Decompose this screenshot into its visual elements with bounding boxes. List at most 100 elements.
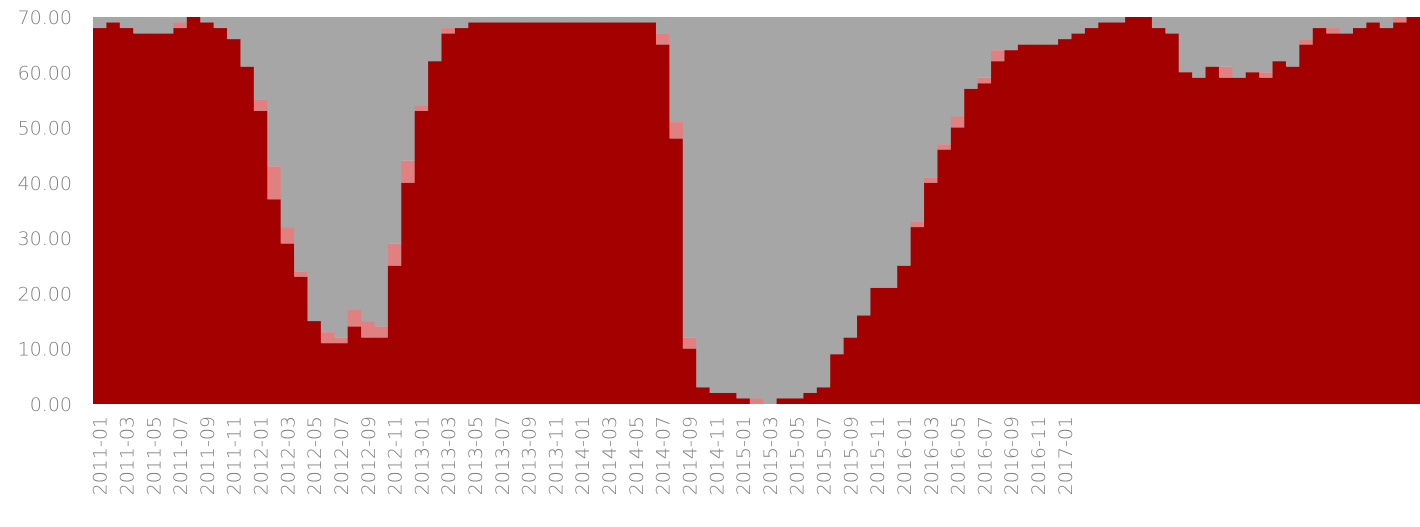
area-upper-segment: [950, 17, 965, 117]
x-tick-label: 2012-01: [251, 416, 273, 495]
area-lower-segment: [240, 66, 255, 404]
x-tick-label: 2013-11: [545, 416, 567, 495]
x-tick-label: 2014-07: [653, 416, 675, 495]
x-tick-label: 2014-09: [679, 416, 701, 495]
area-upper-segment: [1232, 17, 1247, 78]
area-lower-segment: [160, 33, 175, 404]
area-lower-segment: [521, 22, 536, 405]
y-tick-label: 70.00: [18, 7, 72, 29]
area-upper-segment: [857, 17, 872, 316]
area-lower-segment: [1044, 44, 1059, 405]
area-middle-segment: [361, 321, 376, 338]
area-lower-segment: [1058, 39, 1073, 404]
area-upper-segment: [468, 17, 483, 23]
x-tick-label: 2015-09: [840, 416, 862, 495]
area-lower-segment: [642, 22, 657, 405]
area-upper-segment: [387, 17, 402, 244]
y-tick-label: 40.00: [18, 173, 72, 195]
x-tick-label: 2013-01: [411, 416, 433, 495]
x-tick-label: 2012-07: [331, 416, 353, 495]
area-lower-segment: [722, 392, 737, 404]
y-tick-label: 50.00: [18, 118, 72, 140]
area-upper-segment: [682, 17, 697, 338]
x-tick-label: 2015-11: [867, 416, 889, 495]
x-tick-label: 2013-03: [438, 416, 460, 495]
area-upper-segment: [93, 17, 108, 29]
area-lower-segment: [1071, 33, 1086, 404]
area-lower-segment: [977, 83, 992, 404]
area-lower-segment: [562, 22, 577, 405]
area-middle-segment: [441, 28, 456, 34]
area-lower-segment: [468, 22, 483, 405]
y-tick-label: 0.00: [30, 394, 72, 416]
area-lower-segment: [709, 392, 724, 404]
area-middle-segment: [1259, 72, 1274, 78]
area-lower-segment: [1393, 22, 1408, 405]
area-lower-segment: [588, 22, 603, 405]
x-tick-label: 2014-11: [706, 416, 728, 495]
area-lower-segment: [387, 265, 402, 404]
area-middle-segment: [1218, 66, 1233, 78]
area-upper-segment: [937, 17, 952, 145]
area-lower-segment: [1084, 28, 1099, 405]
area-lower-segment: [1205, 66, 1220, 404]
area-upper-segment: [1017, 17, 1032, 45]
area-middle-segment: [173, 22, 188, 29]
area-lower-segment: [548, 22, 563, 405]
area-middle-segment: [414, 105, 429, 111]
area-lower-segment: [1245, 72, 1260, 405]
area-middle-segment: [1393, 17, 1408, 23]
area-upper-segment: [910, 17, 925, 222]
y-tick-label: 60.00: [18, 62, 72, 84]
x-tick-label: 2011-09: [197, 416, 219, 495]
area-lower-segment: [1165, 33, 1180, 404]
x-tick-label: 2015-07: [814, 416, 836, 495]
area-lower-segment: [803, 392, 818, 404]
y-tick-label: 20.00: [18, 283, 72, 305]
area-upper-segment: [629, 17, 644, 23]
area-lower-segment: [481, 22, 496, 405]
area-upper-segment: [669, 17, 684, 123]
area-upper-segment: [374, 17, 389, 327]
area-lower-segment: [294, 276, 309, 404]
area-upper-segment: [562, 17, 577, 23]
area-upper-segment: [602, 17, 617, 23]
area-upper-segment: [1299, 17, 1314, 40]
area-middle-segment: [655, 33, 670, 45]
area-upper-segment: [1084, 17, 1099, 29]
area-upper-segment: [709, 17, 724, 393]
area-upper-segment: [924, 17, 939, 178]
area-lower-segment: [361, 337, 376, 404]
area-lower-segment: [602, 22, 617, 405]
area-lower-segment: [1125, 17, 1140, 404]
x-tick-label: 2011-05: [143, 416, 165, 495]
area-upper-segment: [816, 17, 831, 388]
x-tick-label: 2016-05: [948, 416, 970, 495]
area-upper-segment: [1111, 17, 1126, 23]
area-upper-segment: [803, 17, 818, 393]
area-lower-segment: [347, 326, 362, 404]
area-upper-segment: [267, 17, 282, 167]
area-lower-segment: [910, 227, 925, 404]
x-tick-label: 2012-11: [385, 416, 407, 495]
area-lower-segment: [428, 61, 443, 404]
area-lower-segment: [1299, 44, 1314, 405]
area-lower-segment: [213, 28, 228, 405]
area-middle-segment: [267, 166, 282, 200]
area-lower-segment: [133, 33, 148, 404]
area-lower-segment: [843, 337, 858, 404]
area-upper-segment: [749, 17, 764, 399]
area-lower-segment: [870, 287, 885, 404]
area-lower-segment: [950, 127, 965, 405]
area-middle-segment: [924, 177, 939, 183]
area-middle-segment: [294, 271, 309, 277]
area-middle-segment: [669, 122, 684, 139]
area-upper-segment: [830, 17, 845, 355]
area-upper-segment: [173, 17, 188, 23]
area-upper-segment: [964, 17, 979, 89]
area-upper-segment: [1178, 17, 1193, 73]
area-upper-segment: [119, 17, 134, 29]
area-middle-segment: [682, 337, 697, 349]
area-upper-segment: [642, 17, 657, 23]
area-lower-segment: [1192, 77, 1207, 405]
